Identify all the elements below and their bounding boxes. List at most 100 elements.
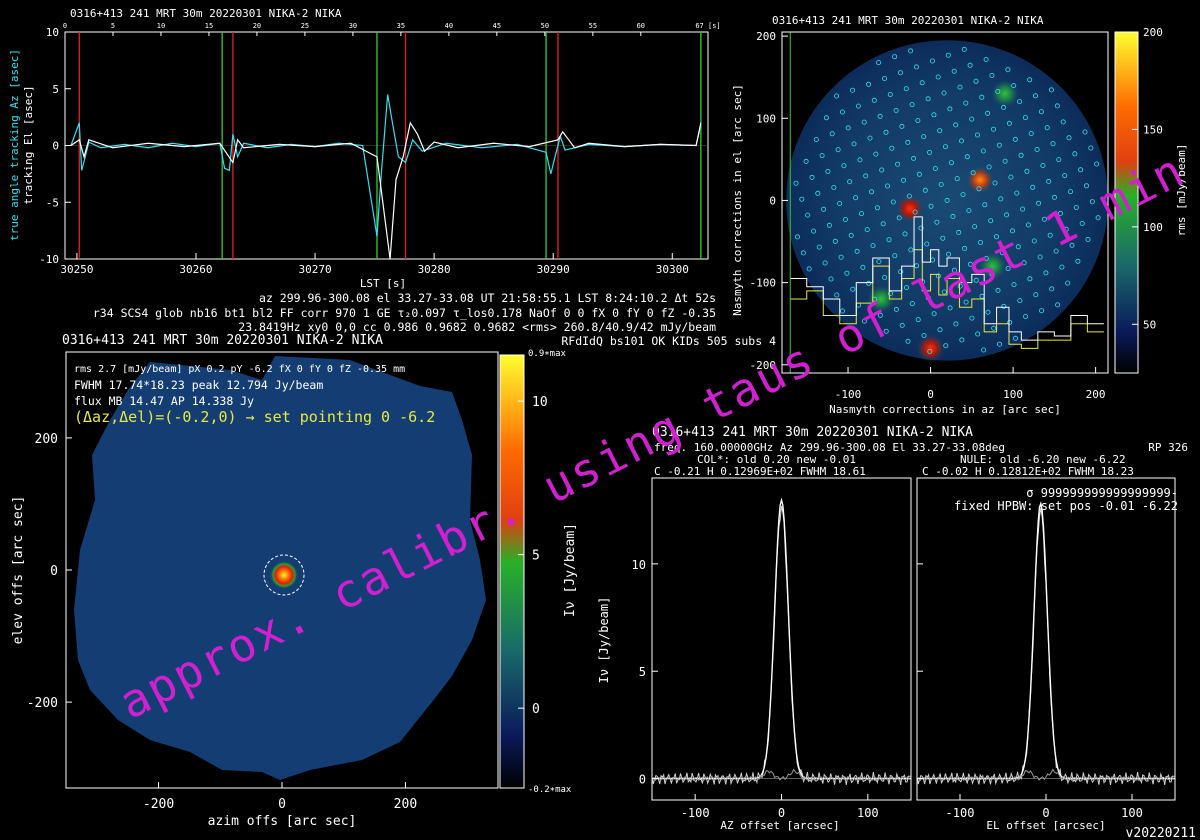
nasmyth-kid-marker xyxy=(927,149,933,155)
nasmyth-colorbar-tick-label: 150 xyxy=(1143,123,1163,136)
nasmyth-kid-marker xyxy=(962,245,968,251)
nasmyth-kid-marker xyxy=(1039,308,1045,314)
nasmyth-kid-marker xyxy=(905,139,911,145)
nasmyth-kid-marker xyxy=(961,46,967,52)
nasmyth-kid-marker xyxy=(928,203,934,209)
tracking-top-tick-label: 60 xyxy=(637,22,645,30)
nasmyth-kid-marker xyxy=(821,206,827,212)
nasmyth-kid-marker xyxy=(957,283,963,289)
nasmyth-kid-marker xyxy=(1027,77,1033,83)
nasmyth-kid-marker xyxy=(1011,282,1017,288)
nasmyth-kid-marker xyxy=(953,122,959,128)
profile-x-tick-label: 100 xyxy=(857,806,879,820)
nasmyth-kid-marker xyxy=(978,239,984,245)
nasmyth-kid-marker xyxy=(996,142,1002,148)
nasmyth-colorbar-tick-label: 50 xyxy=(1143,318,1156,331)
nasmyth-kid-marker xyxy=(898,269,904,275)
nasmyth-kid-marker xyxy=(831,184,837,190)
nasmyth-kid-marker xyxy=(909,102,915,108)
nasmyth-kid-marker xyxy=(1023,313,1029,319)
profiles-annot-1: σ 999999999999999999- xyxy=(1026,486,1178,500)
nasmyth-kid-marker xyxy=(908,48,914,54)
map-title: 0316+413 241 MRT 30m 20220301 NIKA-2 NIK… xyxy=(62,333,383,348)
tracking-title: 0316+413 241 MRT 30m 20220301 NIKA-2 NIK… xyxy=(70,7,342,20)
nasmyth-kid-marker xyxy=(841,163,847,169)
nasmyth-kid-marker xyxy=(1063,226,1069,232)
nasmyth-kid-marker xyxy=(1001,104,1007,110)
nasmyth-kid-marker xyxy=(925,295,931,301)
nasmyth-kid-marker xyxy=(866,280,872,286)
nasmyth-hot-spot xyxy=(895,194,924,223)
map-x-tick-label: -200 xyxy=(143,797,174,812)
profiles-title: 0316+413 241 MRT 30m 20220301 NIKA-2 NIK… xyxy=(652,425,973,440)
tracking-top-tick-label: 40 xyxy=(445,22,453,30)
nasmyth-kid-marker xyxy=(850,87,856,93)
nasmyth-kid-marker xyxy=(973,277,979,283)
profiles-panel: 0316+413 241 MRT 30m 20220301 NIKA-2 NIK… xyxy=(597,425,1188,832)
nasmyth-kid-marker xyxy=(998,196,1004,202)
nasmyth-kid-marker xyxy=(959,138,965,144)
nasmyth-kid-marker xyxy=(906,193,912,199)
map-aperture-circle xyxy=(263,554,305,596)
tracking-top-tick-label: 55 xyxy=(589,22,597,30)
nasmyth-kid-marker xyxy=(869,189,875,195)
nasmyth-kid-marker xyxy=(1006,120,1012,126)
profiles-az-frame xyxy=(651,477,912,801)
tracking-y-tick-label: 0 xyxy=(52,140,59,153)
nasmyth-kid-marker xyxy=(848,232,854,238)
nasmyth-hot-spot xyxy=(966,165,995,194)
nasmyth-kid-marker xyxy=(867,135,873,141)
map-info-3: flux MB 14.47 AP 14.338 Jy xyxy=(74,394,254,408)
nasmyth-kid-marker xyxy=(1021,260,1027,266)
nasmyth-x-tick-label: -100 xyxy=(835,388,862,401)
profile-fit-az xyxy=(652,497,911,780)
nasmyth-kid-marker xyxy=(951,68,957,74)
map-info-1: rms 2.7 [mJy/beam] pX 0.2 pY -6.2 fX 0 f… xyxy=(74,364,405,375)
nasmyth-kid-marker xyxy=(805,212,811,218)
profiles-az-xlabel: AZ offset [arcsec] xyxy=(720,819,839,832)
nasmyth-kid-marker xyxy=(1052,194,1058,200)
map-axes: -200 0 200 -200 0 200 xyxy=(27,432,417,812)
tracking-top-tick-label: 67 [s] xyxy=(695,22,720,30)
info-line-3: 23.8419Hz xy0 0,0 cc 0.986 0.9682 0.9682… xyxy=(238,320,716,334)
nasmyth-kid-marker xyxy=(909,301,915,307)
nasmyth-kid-marker xyxy=(953,321,959,327)
map-source-blob xyxy=(270,561,298,589)
nasmyth-kid-marker xyxy=(963,299,969,305)
nasmyth-kid-marker xyxy=(937,327,943,333)
nasmyth-kid-marker xyxy=(828,276,834,282)
nasmyth-kid-marker xyxy=(834,292,840,298)
nasmyth-kid-marker xyxy=(975,132,981,138)
profiles-el-plot xyxy=(917,500,1175,786)
tracking-top-tick-label: 35 xyxy=(397,22,405,30)
profiles-el-fit: C -0.02 H 0.12812E+02 FWHM 18.23 xyxy=(922,465,1134,478)
nasmyth-y-tick-label: 200 xyxy=(756,30,776,43)
nasmyth-kid-marker xyxy=(806,266,812,272)
nasmyth-kid-marker xyxy=(855,103,861,109)
nasmyth-kid-marker xyxy=(1079,220,1085,226)
nasmyth-kid-marker xyxy=(877,312,883,318)
nasmyth-axes: -100 0 100 200 -200 -100 0 100 200 xyxy=(750,30,1106,401)
nasmyth-kid-marker xyxy=(1089,199,1095,205)
tracking-top-tick-label: 25 xyxy=(301,22,309,30)
nasmyth-kid-marker xyxy=(925,96,931,102)
profile-data-az xyxy=(652,505,911,786)
nasmyth-kid-marker xyxy=(892,54,898,60)
nasmyth-kid-marker xyxy=(800,250,806,256)
nasmyth-y-tick-label: -100 xyxy=(750,277,777,290)
nasmyth-kid-marker xyxy=(994,234,1000,240)
nasmyth-kid-marker xyxy=(854,248,860,254)
map-colorbar-tick-label: 0 xyxy=(532,702,540,717)
nasmyth-kid-marker xyxy=(1033,292,1039,298)
nasmyth-kid-marker xyxy=(809,174,815,180)
nasmyth-yellow-histogram xyxy=(790,249,1104,349)
tracking-el-ylabel: tracking El [asec] xyxy=(22,85,35,204)
nasmyth-kid-marker xyxy=(1078,167,1084,173)
nasmyth-kid-marker xyxy=(969,315,975,321)
tracking-series-line xyxy=(70,121,702,259)
nasmyth-kid-marker xyxy=(905,338,911,344)
nasmyth-kid-marker xyxy=(871,97,877,103)
nasmyth-kid-marker xyxy=(803,158,809,164)
nasmyth-kid-marker xyxy=(1055,302,1061,308)
